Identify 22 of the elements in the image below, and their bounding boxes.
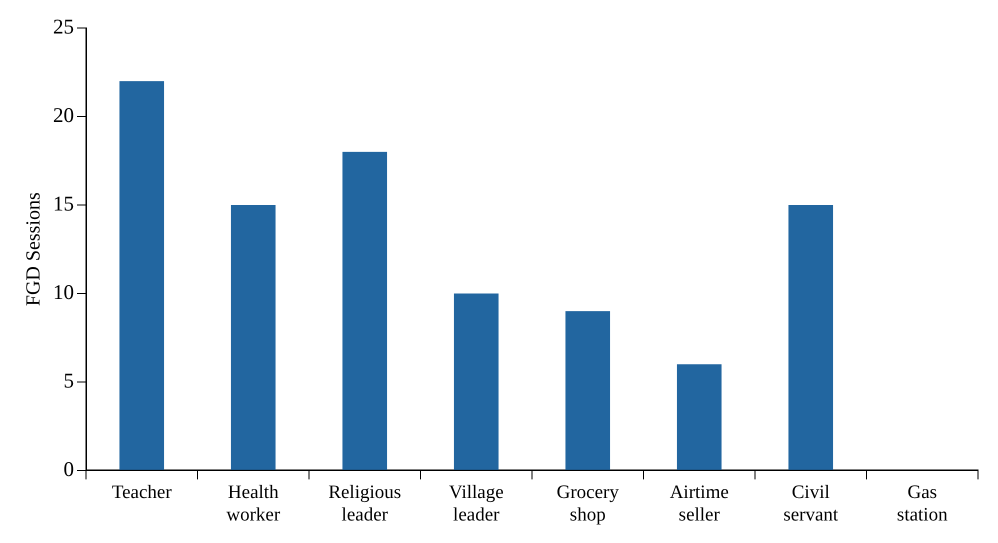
y-tick-label: 5	[64, 368, 74, 392]
x-tick-label: Grocery shop	[556, 482, 620, 526]
x-tick-label: Religious leader	[328, 482, 402, 526]
y-axis-title: FGD Sessions	[22, 192, 44, 306]
x-tick-label: Airtime seller	[670, 482, 729, 526]
bar	[676, 364, 722, 470]
y-tick-label: 15	[53, 191, 74, 216]
bar	[788, 204, 834, 470]
bar	[565, 311, 610, 470]
bar	[119, 81, 164, 470]
y-tick-label: 0	[64, 456, 74, 481]
x-tick-label: Health worker	[226, 482, 281, 526]
x-tick-label: Gas station	[896, 482, 948, 526]
y-tick-label: 20	[53, 102, 74, 127]
x-tick-label: Civil servant	[783, 482, 839, 526]
bar	[230, 204, 276, 470]
x-tick-label: Village leader	[448, 482, 504, 526]
bar	[342, 152, 388, 470]
y-tick-label: 25	[53, 14, 74, 39]
bar	[454, 293, 499, 470]
x-tick-label: Teacher	[112, 482, 172, 503]
y-tick-label: 10	[53, 280, 74, 304]
